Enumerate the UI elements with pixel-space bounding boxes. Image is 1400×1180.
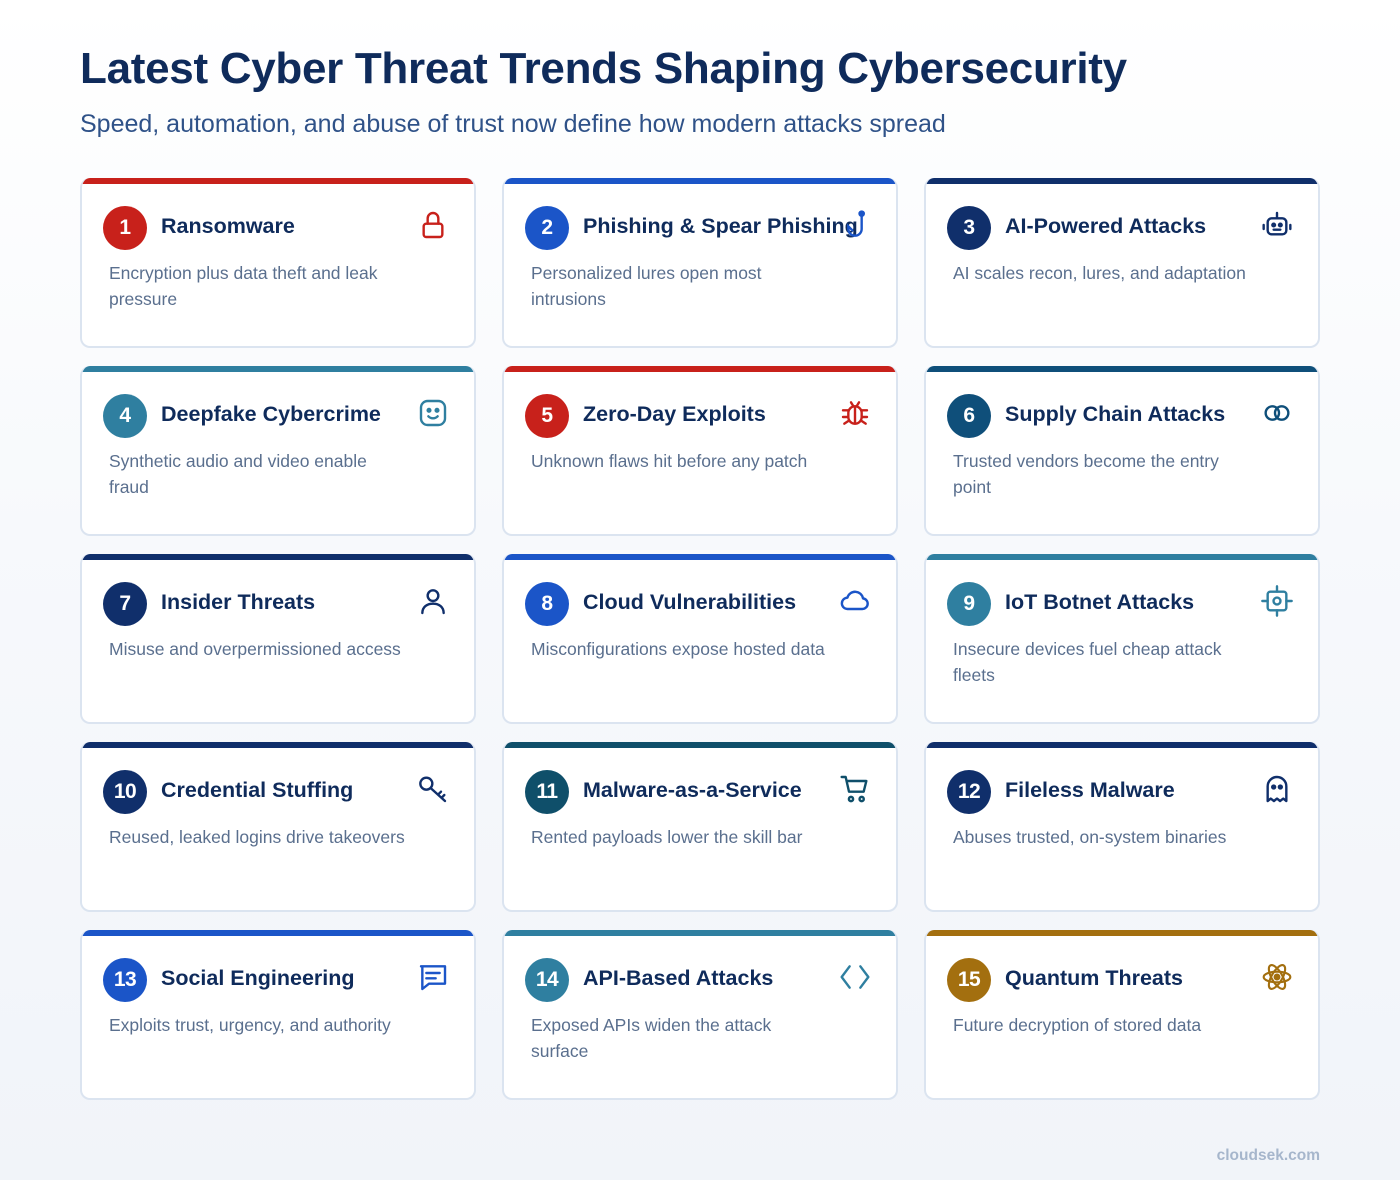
threat-card: 5 Zero-Day Exploits Unknown flaws hit be… <box>502 366 898 536</box>
threat-card: 2 Phishing & Spear Phishing Personalized… <box>502 178 898 348</box>
threat-card: 8 Cloud Vulnerabilities Misconfiguration… <box>502 554 898 724</box>
card-accent-bar <box>926 742 1318 748</box>
card-number-badge: 10 <box>103 770 147 814</box>
card-number-badge: 12 <box>947 770 991 814</box>
card-title: Social Engineering <box>161 966 355 990</box>
code-brackets-icon <box>838 960 872 994</box>
card-accent-bar <box>82 742 474 748</box>
card-accent-bar <box>926 554 1318 560</box>
user-icon <box>416 584 450 618</box>
ghost-icon <box>1260 772 1294 806</box>
threat-card: 11 Malware-as-a-Service Rented payloads … <box>502 742 898 912</box>
card-description: Encryption plus data theft and leak pres… <box>109 263 378 309</box>
card-number-badge: 8 <box>525 582 569 626</box>
card-description: Personalized lures open most intrusions <box>531 263 762 309</box>
threat-card: 3 AI-Powered Attacks AI scales recon, lu… <box>924 178 1320 348</box>
card-description: Insecure devices fuel cheap attack fleet… <box>953 639 1222 685</box>
card-description: Misconfigurations expose hosted data <box>531 639 825 659</box>
card-description: Exposed APIs widen the attack surface <box>531 1015 772 1061</box>
robot-icon <box>1260 208 1294 242</box>
card-title: Phishing & Spear Phishing <box>583 214 858 238</box>
card-accent-bar <box>926 178 1318 184</box>
card-title: Supply Chain Attacks <box>1005 402 1226 426</box>
page-title: Latest Cyber Threat Trends Shaping Cyber… <box>80 44 1127 93</box>
card-number-badge: 14 <box>525 958 569 1002</box>
face-icon <box>416 396 450 430</box>
threat-card: 10 Credential Stuffing Reused, leaked lo… <box>80 742 476 912</box>
brand-footer: cloudsek.com <box>1216 1147 1320 1164</box>
threat-card: 13 Social Engineering Exploits trust, ur… <box>80 930 476 1100</box>
card-title: Malware-as-a-Service <box>583 778 802 802</box>
card-description: Unknown flaws hit before any patch <box>531 451 808 471</box>
card-number-badge: 7 <box>103 582 147 626</box>
cloud-icon <box>838 584 872 618</box>
fishhook-icon <box>838 208 872 242</box>
threat-card: 14 API-Based Attacks Exposed APIs widen … <box>502 930 898 1100</box>
threat-card: 12 Fileless Malware Abuses trusted, on-s… <box>924 742 1320 912</box>
chain-link-icon <box>1260 396 1294 430</box>
card-accent-bar <box>504 178 896 184</box>
card-number-badge: 9 <box>947 582 991 626</box>
card-accent-bar <box>504 554 896 560</box>
card-title: Zero-Day Exploits <box>583 402 766 426</box>
card-number-badge: 13 <box>103 958 147 1002</box>
card-number-badge: 11 <box>525 770 569 814</box>
card-accent-bar <box>82 178 474 184</box>
card-description: AI scales recon, lures, and adaptation <box>953 263 1246 283</box>
card-accent-bar <box>504 930 896 936</box>
card-description: Trusted vendors become the entry point <box>953 451 1219 497</box>
card-title: API-Based Attacks <box>583 966 774 990</box>
threat-card: 7 Insider Threats Misuse and overpermiss… <box>80 554 476 724</box>
card-title: Insider Threats <box>161 590 316 614</box>
card-description: Synthetic audio and video enable fraud <box>109 451 367 497</box>
card-accent-bar <box>82 930 474 936</box>
cart-icon <box>838 772 872 806</box>
card-title: Deepfake Cybercrime <box>161 402 381 426</box>
threat-card: 6 Supply Chain Attacks Trusted vendors b… <box>924 366 1320 536</box>
card-accent-bar <box>926 930 1318 936</box>
atom-icon <box>1260 960 1294 994</box>
card-number-badge: 2 <box>525 206 569 250</box>
card-number-badge: 15 <box>947 958 991 1002</box>
card-accent-bar <box>504 366 896 372</box>
card-description: Rented payloads lower the skill bar <box>531 827 803 847</box>
page-subtitle: Speed, automation, and abuse of trust no… <box>80 110 946 138</box>
threat-card: 4 Deepfake Cybercrime Synthetic audio an… <box>80 366 476 536</box>
threat-card: 1 Ransomware Encryption plus data theft … <box>80 178 476 348</box>
card-title: Ransomware <box>161 214 295 238</box>
card-description: Abuses trusted, on-system binaries <box>953 827 1227 847</box>
lock-icon <box>416 208 450 242</box>
key-icon <box>416 772 450 806</box>
card-title: Fileless Malware <box>1005 778 1175 802</box>
card-title: IoT Botnet Attacks <box>1005 590 1195 614</box>
card-accent-bar <box>82 366 474 372</box>
chip-icon <box>1260 584 1294 618</box>
card-title: Cloud Vulnerabilities <box>583 590 797 614</box>
chat-icon <box>416 960 450 994</box>
card-description: Future decryption of stored data <box>953 1015 1202 1035</box>
card-accent-bar <box>926 366 1318 372</box>
threat-grid: 1 Ransomware Encryption plus data theft … <box>80 178 1320 1100</box>
bug-icon <box>838 396 872 430</box>
card-description: Exploits trust, urgency, and authority <box>109 1015 391 1035</box>
card-description: Misuse and overpermissioned access <box>109 639 401 659</box>
card-number-badge: 5 <box>525 394 569 438</box>
card-accent-bar <box>82 554 474 560</box>
card-description: Reused, leaked logins drive takeovers <box>109 827 405 847</box>
card-number-badge: 4 <box>103 394 147 438</box>
card-number-badge: 3 <box>947 206 991 250</box>
card-title: AI-Powered Attacks <box>1005 214 1207 238</box>
card-number-badge: 6 <box>947 394 991 438</box>
threat-card: 9 IoT Botnet Attacks Insecure devices fu… <box>924 554 1320 724</box>
card-number-badge: 1 <box>103 206 147 250</box>
card-accent-bar <box>504 742 896 748</box>
card-title: Credential Stuffing <box>161 778 354 802</box>
threat-card: 15 Quantum Threats Future decryption of … <box>924 930 1320 1100</box>
card-title: Quantum Threats <box>1005 966 1183 990</box>
